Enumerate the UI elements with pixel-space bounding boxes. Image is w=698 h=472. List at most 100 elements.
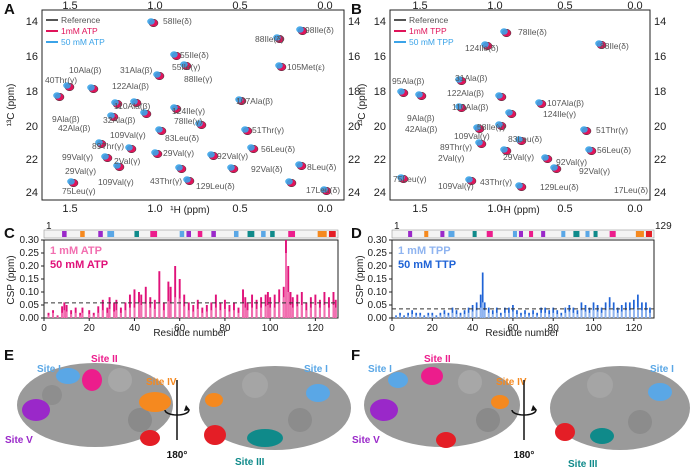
csp-bar bbox=[174, 297, 177, 318]
a-ann: 129Leu(δ) bbox=[196, 181, 235, 191]
d-site-bar bbox=[391, 229, 655, 239]
a-ytick-right: 14 bbox=[348, 16, 360, 28]
csp-bar bbox=[251, 307, 254, 318]
csp-bar bbox=[592, 310, 595, 318]
b-ytick-right: 18 bbox=[654, 86, 666, 98]
b-ytick: 20 bbox=[374, 121, 386, 133]
nmr-peak bbox=[170, 104, 178, 111]
csp-bar bbox=[88, 314, 91, 318]
panel-b: B 1.5 1.0 0.5 0.0 14 16 18 20 22 24 14 1… bbox=[351, 0, 666, 216]
x-tick-label: 120 bbox=[626, 323, 643, 334]
csp-bar bbox=[637, 307, 639, 318]
a-ytick: 24 bbox=[26, 187, 38, 199]
csp-bar bbox=[178, 298, 181, 318]
csp-bar bbox=[504, 312, 506, 318]
b-ann: 51Thr(γ) bbox=[596, 125, 628, 135]
x-tick-label: 20 bbox=[84, 323, 96, 334]
b-ann: 9Ala(β) bbox=[407, 113, 435, 123]
csp-bar bbox=[149, 307, 152, 318]
csp-bar bbox=[97, 306, 100, 318]
nmr-peak bbox=[180, 61, 188, 68]
d-yaxis: 0.00 0.05 0.10 0.15 0.20 0.25 0.30 bbox=[368, 235, 392, 324]
e-label-site3: Site III bbox=[235, 457, 265, 468]
a-ann: 99Val(γ) bbox=[62, 152, 93, 162]
a-ann: 29Val(γ) bbox=[65, 166, 96, 176]
b-ann: 107Ala(β) bbox=[547, 98, 584, 108]
d-ylabel: CSP (ppm) bbox=[355, 255, 366, 304]
site-bar-segment bbox=[561, 231, 566, 237]
y-tick-label: 0.25 bbox=[20, 248, 40, 259]
panel-b-label: B bbox=[351, 1, 362, 18]
b-ann: 92Val(γ) bbox=[556, 157, 587, 167]
b-legend-ref: Reference bbox=[409, 15, 448, 25]
csp-bar bbox=[407, 315, 409, 318]
f-site1-patch bbox=[388, 372, 408, 388]
csp-bar bbox=[113, 311, 116, 318]
b-legend: Reference 1mM TPP 50 mM TPP bbox=[394, 15, 454, 47]
e-rotation-arrowhead bbox=[184, 405, 190, 411]
csp-bar bbox=[632, 308, 635, 318]
y-tick-label: 0.10 bbox=[20, 287, 40, 298]
f-site1-patch-right bbox=[648, 383, 672, 401]
e-label-site4: Site IV bbox=[146, 377, 177, 388]
csp-bar bbox=[79, 315, 82, 318]
panel-e: E Site I Site II Site IV Site I Site V S… bbox=[4, 347, 351, 468]
b-xtick-bottom: 0.0 bbox=[627, 203, 642, 215]
b-ytick: 24 bbox=[374, 187, 386, 199]
nmr-peak bbox=[151, 149, 159, 156]
x-tick-label: 40 bbox=[467, 323, 479, 334]
nmr-peak bbox=[541, 154, 549, 161]
y-tick-label: 0.30 bbox=[368, 235, 388, 246]
a-ann: 51Thr(γ) bbox=[252, 125, 284, 135]
csp-bar bbox=[169, 302, 172, 318]
site-bar-segment bbox=[448, 231, 455, 237]
a-xtick-top: 0.5 bbox=[232, 0, 247, 12]
panel-b-frame bbox=[389, 9, 651, 201]
e-red-patch-right bbox=[204, 425, 226, 445]
csp-bar bbox=[153, 308, 156, 318]
a-ytick: 14 bbox=[26, 16, 38, 28]
a-ann: 43Thr(γ) bbox=[150, 176, 182, 186]
y-tick-label: 0.30 bbox=[20, 235, 40, 246]
site-bar-segment bbox=[62, 231, 67, 237]
site-bar-segment bbox=[247, 231, 255, 237]
b-ann: 124Ile(δ) bbox=[465, 43, 499, 53]
csp-bar bbox=[97, 312, 100, 318]
c-range-start: 1 bbox=[46, 221, 52, 232]
csp-bar bbox=[291, 307, 294, 318]
nmr-peak bbox=[500, 146, 508, 153]
a-ytick-right: 20 bbox=[348, 121, 360, 133]
b-ytick-right: 22 bbox=[654, 154, 666, 166]
panel-d: D 1 129 0.00 0.05 0.10 0.15 0.20 0.25 0.30 0 20… bbox=[351, 221, 672, 339]
site-bar-segment bbox=[197, 231, 203, 237]
b-xtick-top: 0.0 bbox=[627, 0, 642, 12]
csp-bar bbox=[273, 294, 276, 318]
site-bar-segment bbox=[408, 231, 413, 237]
a-ytick: 18 bbox=[26, 86, 38, 98]
csp-bar bbox=[608, 307, 611, 318]
panel-d-label: D bbox=[351, 225, 362, 242]
nmr-peak bbox=[227, 164, 235, 171]
nmr-peak bbox=[175, 164, 183, 171]
site-bar-segment bbox=[573, 231, 580, 237]
csp-bar bbox=[233, 310, 235, 318]
b-ytick-right: 16 bbox=[654, 51, 666, 63]
a-ann: 88Ile(δ) bbox=[255, 34, 284, 44]
a-ann: 78Ile(γ) bbox=[174, 116, 203, 126]
csp-bar bbox=[512, 311, 514, 318]
nmr-peak bbox=[155, 126, 163, 133]
csp-bar bbox=[273, 307, 276, 318]
csp-bar bbox=[289, 305, 292, 318]
c-legend-1mm: 1 mM ATP bbox=[50, 245, 102, 257]
a-ann: 109Val(γ) bbox=[110, 130, 146, 140]
d-xaxis: 0 20 40 60 80 100 120 bbox=[389, 318, 643, 334]
csp-bar bbox=[187, 310, 190, 318]
a-ann: 58Ile(δ) bbox=[163, 16, 192, 26]
csp-bar bbox=[481, 302, 484, 318]
f-rotation-arrowhead bbox=[531, 405, 537, 411]
site-bar-segment bbox=[472, 231, 477, 237]
panel-c: C 1 0.00 0.05 0.10 0.15 0.20 0.25 0.30 0 20 40 60… bbox=[4, 221, 339, 339]
b-ann: 88Ile(δ) bbox=[600, 41, 629, 51]
csp-bar bbox=[572, 312, 575, 318]
nmr-peak bbox=[473, 124, 481, 131]
